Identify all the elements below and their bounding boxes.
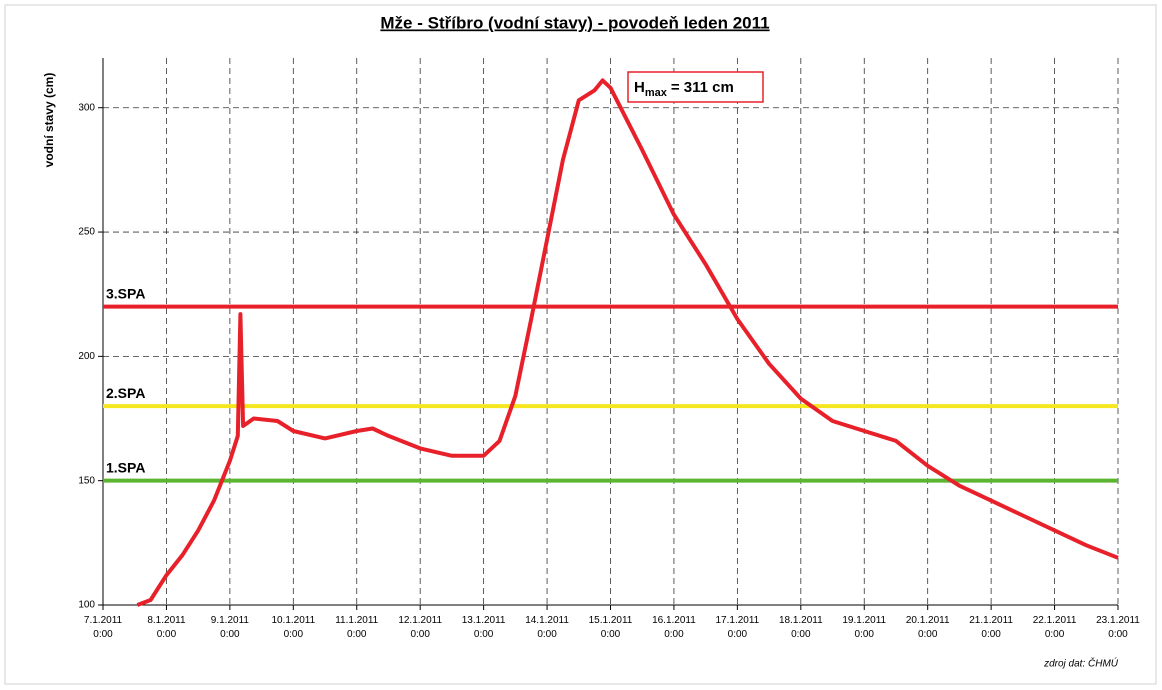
x-tick-label: 11.1.2011 0:00: [335, 615, 378, 640]
x-tick-label: 13.1.2011 0:00: [462, 615, 506, 640]
x-tick-label: 7.1.2011 0:00: [84, 615, 123, 640]
source-note: zdroj dat: ČHMÚ: [1043, 657, 1119, 670]
y-tick-label: 300: [78, 102, 95, 113]
x-tick-label: 16.1.2011 0:00: [652, 615, 696, 640]
annotation-suffix: = 311 cm: [671, 79, 734, 96]
threshold-label: 2.SPA: [106, 385, 145, 401]
x-tick-label: 9.1.2011 0:00: [211, 615, 250, 640]
x-tick-label: 10.1.2011 0:00: [271, 615, 315, 640]
y-tick-label: 100: [78, 600, 95, 611]
y-tick-label: 200: [78, 351, 95, 362]
y-tick-label: 150: [78, 475, 95, 486]
annotation-subscript: max: [645, 87, 668, 99]
y-axis-label: vodní stavy (cm): [42, 73, 56, 168]
x-tick-label: 21.1.2011 0:00: [969, 615, 1013, 640]
threshold-label: 1.SPA: [106, 459, 145, 475]
water-level-line: [136, 78, 1119, 607]
annotation: Hmax = 311 cm: [627, 71, 764, 103]
annotation-text: H: [634, 79, 645, 96]
annotation-box: [627, 71, 764, 103]
x-tick-label: 8.1.2011 0:00: [147, 615, 186, 640]
x-tick-label: 12.1.2011 0:00: [398, 615, 442, 640]
x-tick-label: 17.1.2011 0:00: [716, 615, 760, 640]
x-tick-label: 18.1.2011 0:00: [779, 615, 823, 640]
x-tick-label: 22.1.2011 0:00: [1033, 615, 1077, 640]
x-tick-label: 19.1.2011 0:00: [842, 615, 886, 640]
x-tick-label: 14.1.2011 0:00: [525, 615, 569, 640]
threshold-label: 3.SPA: [106, 285, 145, 301]
chart-frame: [4, 4, 1157, 685]
annotation-text: Hmax = 311 cm: [634, 79, 734, 99]
y-tick-label: 250: [78, 227, 95, 238]
chart-title: Mže - Stříbro (vodní stavy) - povodeň le…: [380, 13, 769, 32]
x-tick-label: 23.1.2011 0:00: [1096, 615, 1140, 640]
x-tick-label: 15.1.2011 0:00: [589, 615, 633, 640]
x-tick-label: 20.1.2011 0:00: [906, 615, 950, 640]
